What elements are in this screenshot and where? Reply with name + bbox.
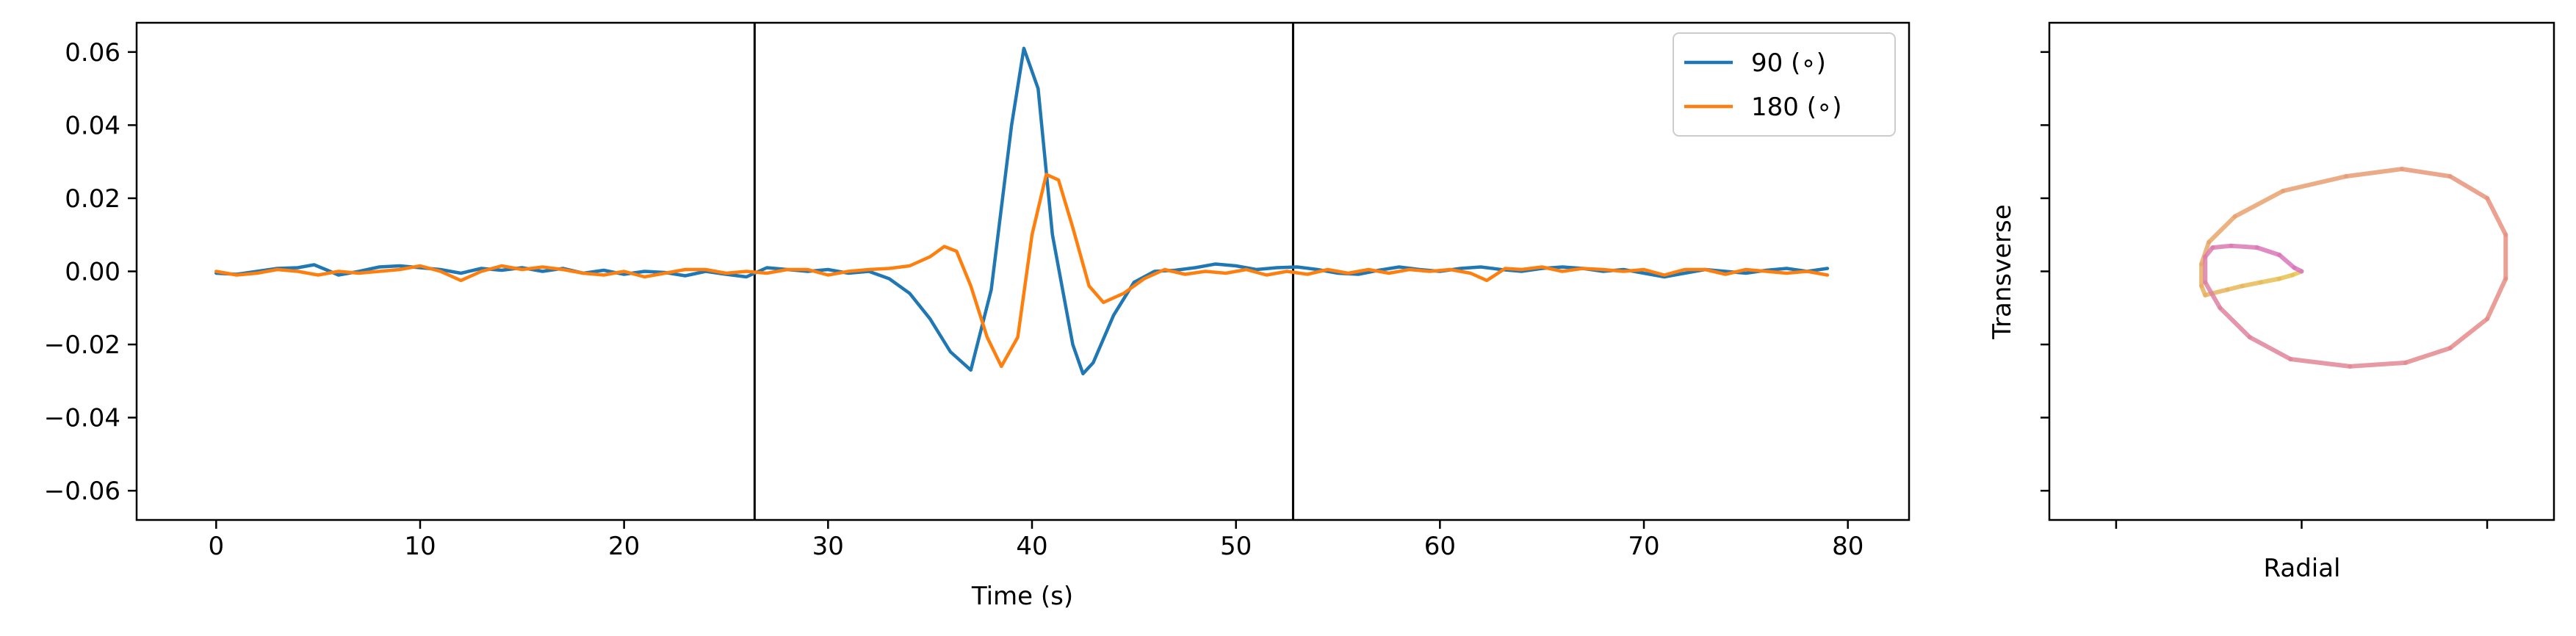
- particle-motion-segment: [2203, 287, 2230, 297]
- particle-motion-segment: [2203, 280, 2223, 311]
- x-tick-label: 30: [812, 532, 844, 561]
- y-tick-label: 0.04: [65, 111, 120, 140]
- x-axis-label: Time (s): [971, 582, 1073, 611]
- time-series-axes-frame: [135, 21, 1911, 521]
- x-tick-label: 50: [1220, 532, 1252, 561]
- particle-motion-segment: [2288, 357, 2353, 369]
- y-tick-label: −0.02: [44, 330, 120, 360]
- x-tick-label: 0: [208, 532, 224, 561]
- particle-motion-segment: [2447, 174, 2490, 200]
- particle-motion-segment: [2447, 317, 2490, 350]
- particle-motion-segment: [2399, 167, 2453, 179]
- particle-motion-segment: [2225, 283, 2245, 292]
- x-tick-label: 60: [1424, 532, 1456, 561]
- particle-motion-segment: [2281, 174, 2349, 193]
- x-tick-label: 70: [1628, 532, 1659, 561]
- particle-motion-path: [2199, 167, 2508, 369]
- y-tick-label: 0.00: [65, 258, 120, 287]
- x-tick-label: 80: [1832, 532, 1864, 561]
- x-tick-label: 20: [608, 532, 640, 561]
- legend-label-180: 180 (∘): [1751, 93, 1842, 122]
- particle-motion-axes-frame: [2048, 21, 2555, 521]
- particle-motion-segment: [2485, 276, 2508, 322]
- particle-motion-segment: [2258, 276, 2282, 285]
- particle-motion-segment: [2292, 265, 2304, 274]
- particle-motion-segment: [2348, 360, 2408, 369]
- particle-motion-segment: [2218, 306, 2252, 340]
- transverse-axis-label: Transverse: [1988, 204, 2017, 340]
- x-tick-label: 40: [1016, 532, 1047, 561]
- particle-motion-ticks: [2041, 51, 2489, 529]
- legend-label-90: 90 (∘): [1751, 48, 1826, 78]
- x-tick-label: 10: [404, 532, 436, 561]
- y-tick-label: 0.02: [65, 184, 120, 214]
- particle-motion-segment: [2232, 189, 2286, 219]
- particle-motion-segment: [2344, 167, 2404, 179]
- time-series-plot: 0 10 20 30 40 50 60 70 80 −0.06 −0.04 −0.02 0.00 0.02…: [44, 21, 1911, 611]
- y-tick-label: −0.04: [44, 404, 120, 433]
- radial-axis-label: Radial: [2263, 554, 2340, 583]
- particle-motion-segment: [2485, 195, 2508, 237]
- time-series-ticks: 0 10 20 30 40 50 60 70 80 −0.06 −0.04 −0.02 0.00 0.02…: [44, 38, 1864, 561]
- particle-motion-segment: [2403, 346, 2453, 365]
- series-line-90: [214, 46, 1830, 376]
- y-tick-label: 0.06: [65, 38, 120, 68]
- y-tick-label: −0.06: [44, 477, 120, 506]
- particle-motion-segment: [2240, 280, 2263, 289]
- particle-motion-segment: [2210, 243, 2234, 250]
- legend: 90 (∘) 180 (∘): [1673, 32, 1896, 137]
- particle-motion-segment: [2247, 335, 2293, 361]
- particle-motion-segment: [2254, 245, 2282, 258]
- particle-motion-segment: [2199, 239, 2212, 267]
- series-line-180: [214, 173, 1830, 369]
- particle-motion-plot: Radial Transverse: [1988, 21, 2555, 583]
- particle-motion-segment: [2277, 253, 2297, 270]
- particle-motion-segment: [2229, 243, 2259, 250]
- legend-frame: [1673, 32, 1896, 137]
- particle-motion-segment: [2277, 272, 2295, 281]
- time-series-lines: [214, 46, 1830, 376]
- particle-motion-segment: [2207, 214, 2237, 245]
